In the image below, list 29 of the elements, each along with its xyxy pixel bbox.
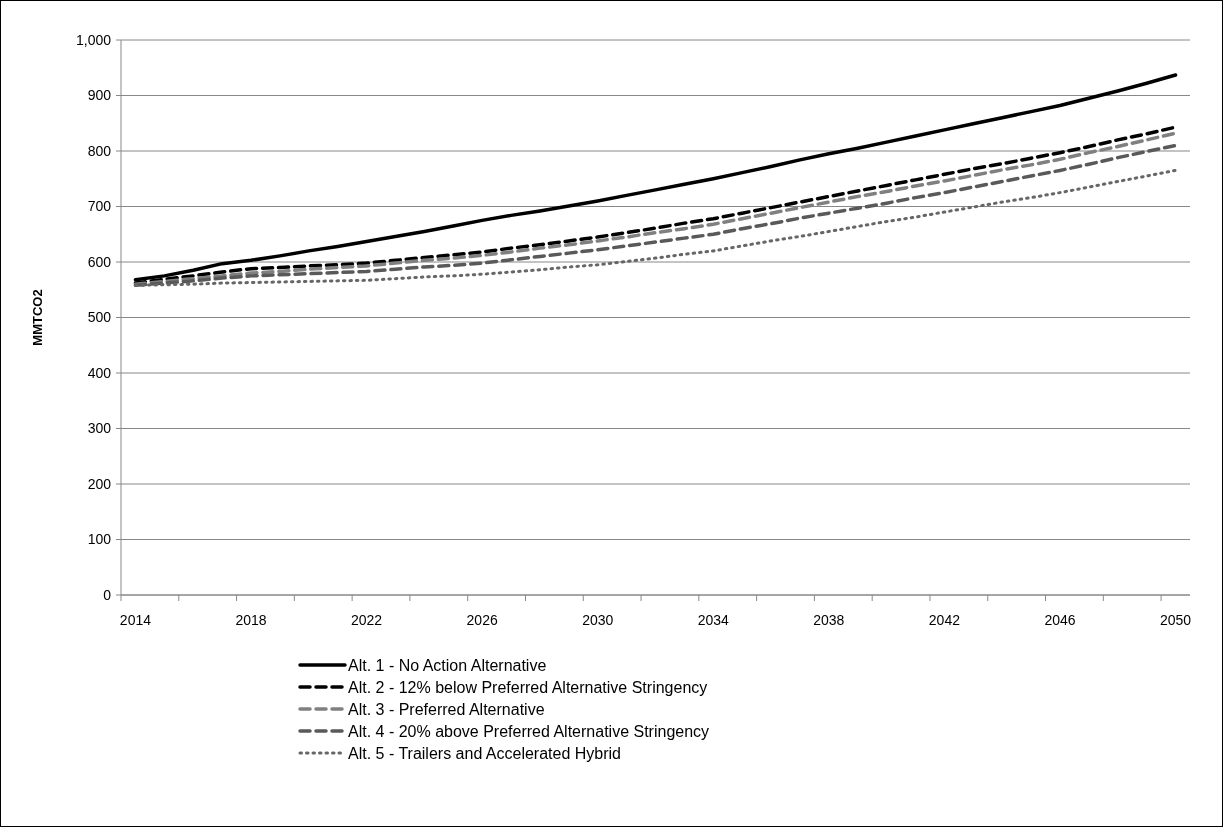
legend-label: Alt. 2 - 12% below Preferred Alternative Stringency [348,678,708,696]
x-tick-label: 2050 [1159,612,1192,628]
legend-label: Alt. 5 - Trailers and Accelerated Hybrid [348,744,622,762]
x-tick-label: 2038 [813,612,845,628]
y-tick-label: 700 [87,198,112,215]
legend-label: Alt. 3 - Preferred Alternative [348,700,545,718]
x-tick-label: 2018 [235,612,267,628]
y-tick-label: 500 [87,309,112,326]
y-tick-label: 200 [87,475,112,492]
line-series [133,168,1178,287]
x-tick-label: 2014 [119,612,152,628]
y-tick-label: 600 [87,253,112,270]
y-tick-label: 900 [87,87,112,104]
x-tick-label: 2026 [466,612,498,628]
y-tick-label: 800 [87,142,112,159]
legend-label: Alt. 1 - No Action Alternative [348,656,547,674]
y-tick-label: 1,000 [75,31,112,48]
line-series [133,73,1178,282]
x-tick-label: 2042 [928,612,961,628]
x-tick-label: 2022 [351,612,383,628]
y-tick-label: 300 [87,420,112,437]
y-tick-label: 400 [87,364,112,381]
y-tick-label: 100 [87,531,112,548]
x-tick-label: 2030 [582,612,614,628]
y-axis-title: MMTCO2 [30,289,45,346]
x-tick-label: 2046 [1044,612,1076,628]
x-tick-label: 2034 [697,612,730,628]
legend-label: Alt. 4 - 20% above Preferred Alternative Stringency [348,722,710,740]
y-tick-label: 0 [103,586,112,603]
